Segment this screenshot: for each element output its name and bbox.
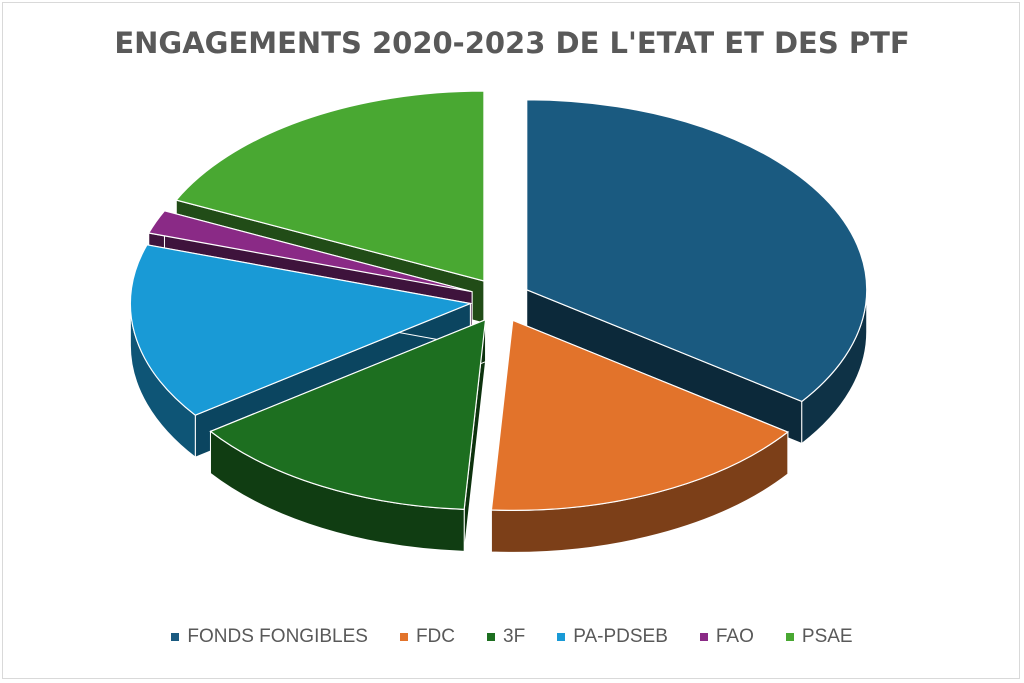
legend: FONDS FONGIBLES FDC 3F PA-PDSEB FAO PSAE xyxy=(0,626,1024,648)
legend-item: FONDS FONGIBLES xyxy=(171,626,368,648)
pie-slice-3f xyxy=(209,318,487,552)
slice-top-face xyxy=(175,90,485,282)
pie-slice-fonds-fongibles xyxy=(526,99,868,445)
legend-label: PSAE xyxy=(801,626,853,647)
chart-title: ENGAGEMENTS 2020-2023 DE L'ETAT ET DES P… xyxy=(114,26,910,60)
legend-swatch xyxy=(487,633,495,641)
legend-label: PA-PDSEB xyxy=(573,626,668,647)
legend-swatch xyxy=(699,633,708,641)
legend-label: FDC xyxy=(415,626,455,647)
pie-slice-fdc xyxy=(490,319,790,553)
legend-item: PSAE xyxy=(785,626,853,648)
slice-top-face xyxy=(147,210,473,293)
legend-item: 3F xyxy=(487,626,525,648)
legend-label: FONDS FONGIBLES xyxy=(187,626,368,647)
legend-swatch xyxy=(171,633,180,641)
slice-top-face xyxy=(490,319,790,511)
slice-top-face xyxy=(209,318,487,510)
legend-label: 3F xyxy=(503,626,526,647)
legend-swatch xyxy=(557,633,566,641)
legend-swatch xyxy=(785,633,794,641)
slice-top-face xyxy=(129,244,473,416)
legend-label: FAO xyxy=(715,626,754,647)
legend-item: FDC xyxy=(399,626,455,648)
slice-top-face xyxy=(526,99,868,403)
legend-swatch xyxy=(399,633,408,641)
legend-item: PA-PDSEB xyxy=(557,626,668,648)
legend-item: FAO xyxy=(699,626,754,648)
